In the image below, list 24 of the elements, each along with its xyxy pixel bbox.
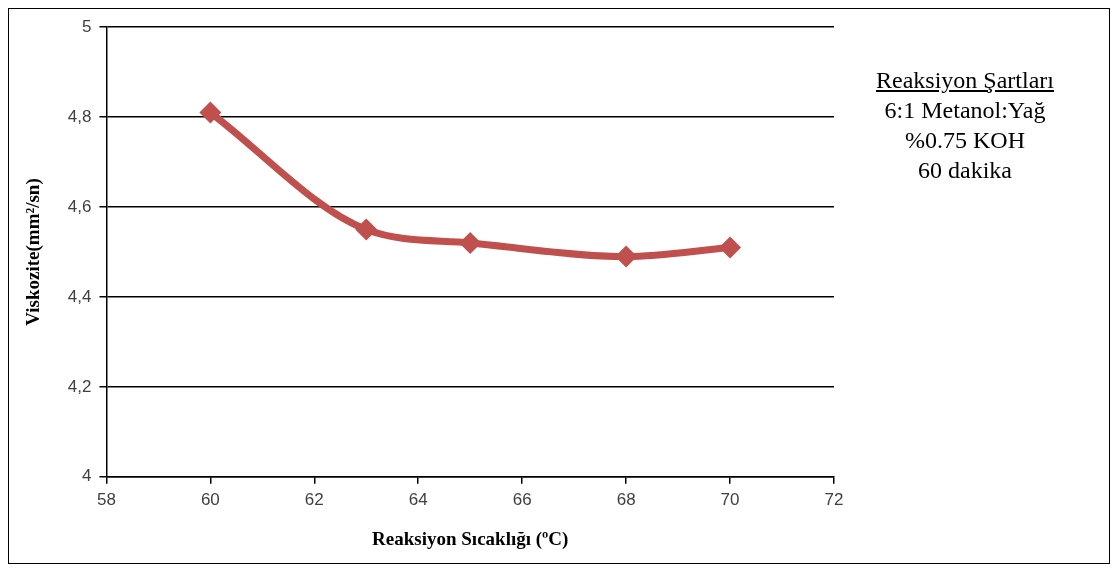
text: 60 dakika xyxy=(917,156,1013,185)
text: 6:1 Metanol:Yağ xyxy=(883,96,1047,125)
text: %0.75 KOH xyxy=(904,126,1026,155)
point xyxy=(459,232,482,255)
y-axis-title: Viskozite(mm²/sn) xyxy=(22,178,45,326)
y-tick-label: 4,8 xyxy=(67,106,92,126)
x-tick-label: 58 xyxy=(96,489,116,509)
y-tick-label: 5 xyxy=(81,16,92,36)
point xyxy=(719,236,742,259)
y-tick-label: 4,4 xyxy=(67,286,92,306)
point xyxy=(355,218,378,241)
x-tick-label: 60 xyxy=(200,489,220,509)
x-tick-label: 72 xyxy=(824,489,844,509)
x-tick-label: 70 xyxy=(720,489,740,509)
text: Reaksiyon Şartları xyxy=(875,66,1055,95)
point xyxy=(199,101,222,124)
y-tick-label: 4,6 xyxy=(67,196,92,216)
x-axis-title: Reaksiyon Sıcaklığı (ºC) xyxy=(372,527,569,550)
x-tick-label: 62 xyxy=(304,489,324,509)
x-tick-label: 66 xyxy=(512,489,532,509)
x-tick-label: 68 xyxy=(616,489,636,509)
x-tick-label: 64 xyxy=(408,489,428,509)
y-tick-label: 4 xyxy=(81,466,92,486)
y-tick-label: 4,2 xyxy=(67,376,92,396)
